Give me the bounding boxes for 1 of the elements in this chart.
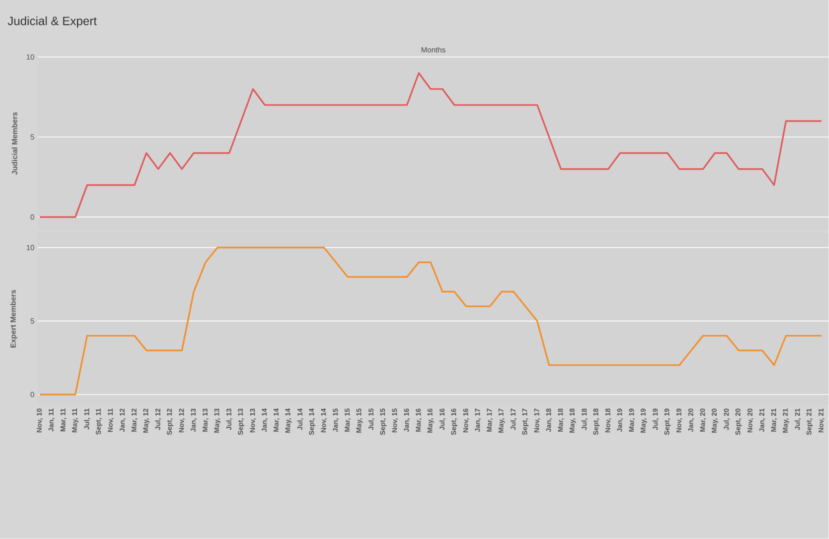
- chart-title: Judicial & Expert: [8, 16, 97, 28]
